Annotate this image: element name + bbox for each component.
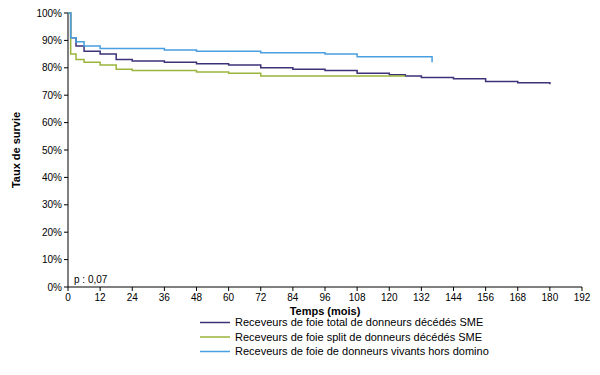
y-tick-label: 90% (42, 35, 62, 46)
x-tick-label: 72 (255, 292, 267, 303)
x-tick-label: 108 (349, 292, 366, 303)
y-tick-label: 70% (42, 90, 62, 101)
x-tick-label: 96 (319, 292, 331, 303)
x-tick-label: 84 (287, 292, 299, 303)
x-tick (164, 287, 165, 291)
y-tick-label: 40% (42, 172, 62, 183)
x-tick (549, 287, 550, 291)
x-tick (421, 287, 422, 291)
y-tick-label: 20% (42, 227, 62, 238)
x-tick-label: 180 (542, 292, 559, 303)
chart: 0% 10% 20% 30% 40% 50% 60% 70% 80% 90% 100% 0 12 24 36… (0, 0, 600, 375)
x-tick (517, 287, 518, 291)
x-tick (453, 287, 454, 291)
y-tick (64, 67, 68, 68)
y-tick (64, 177, 68, 178)
x-tick-label: 168 (509, 292, 526, 303)
x-tick (100, 287, 101, 291)
x-tick (68, 287, 69, 291)
y-tick-label: 0% (48, 282, 63, 293)
survival-curve (68, 13, 432, 62)
y-tick (64, 13, 68, 14)
y-tick-label: 80% (42, 62, 62, 73)
p-value: p : 0,07 (74, 274, 108, 285)
x-tick-label: 36 (159, 292, 171, 303)
y-tick-label: 100% (36, 8, 62, 19)
y-tick-label: 30% (42, 199, 62, 210)
y-tick (64, 259, 68, 260)
legend-label: Receveurs de foie split de donneurs décé… (235, 331, 482, 343)
y-tick (64, 40, 68, 41)
survival-curve (68, 13, 550, 84)
x-tick (260, 287, 261, 291)
legend-swatch (200, 336, 230, 338)
y-tick-label: 50% (42, 145, 62, 156)
legend-label: Receveurs de foie total de donneurs décé… (235, 316, 483, 328)
x-tick (325, 287, 326, 291)
y-tick (64, 150, 68, 151)
x-tick (582, 287, 583, 291)
x-tick-label: 144 (445, 292, 462, 303)
legend-label: Receveurs de foie de donneurs vivants ho… (235, 345, 489, 357)
y-tick-label: 10% (42, 254, 62, 265)
x-tick (228, 287, 229, 291)
x-tick-label: 24 (127, 292, 139, 303)
x-tick (292, 287, 293, 291)
x-tick-label: 48 (191, 292, 203, 303)
y-tick (64, 232, 68, 233)
y-axis-label: Taux de survie (10, 112, 22, 188)
y-tick (64, 95, 68, 96)
x-tick-label: 120 (381, 292, 398, 303)
y-tick (64, 287, 68, 288)
y-tick (64, 204, 68, 205)
legend-swatch (200, 322, 230, 324)
x-tick-label: 132 (413, 292, 430, 303)
x-tick (132, 287, 133, 291)
y-tick (64, 122, 68, 123)
x-tick (357, 287, 358, 291)
survival-curve (68, 13, 405, 76)
plot-area (68, 13, 550, 84)
x-tick (485, 287, 486, 291)
legend-swatch (200, 351, 230, 353)
x-tick-label: 60 (223, 292, 235, 303)
x-tick-label: 156 (477, 292, 494, 303)
x-tick-label: 0 (65, 292, 71, 303)
x-tick (196, 287, 197, 291)
y-tick-label: 60% (42, 117, 62, 128)
x-tick-label: 12 (95, 292, 107, 303)
x-tick-label: 192 (574, 292, 591, 303)
x-tick (389, 287, 390, 291)
